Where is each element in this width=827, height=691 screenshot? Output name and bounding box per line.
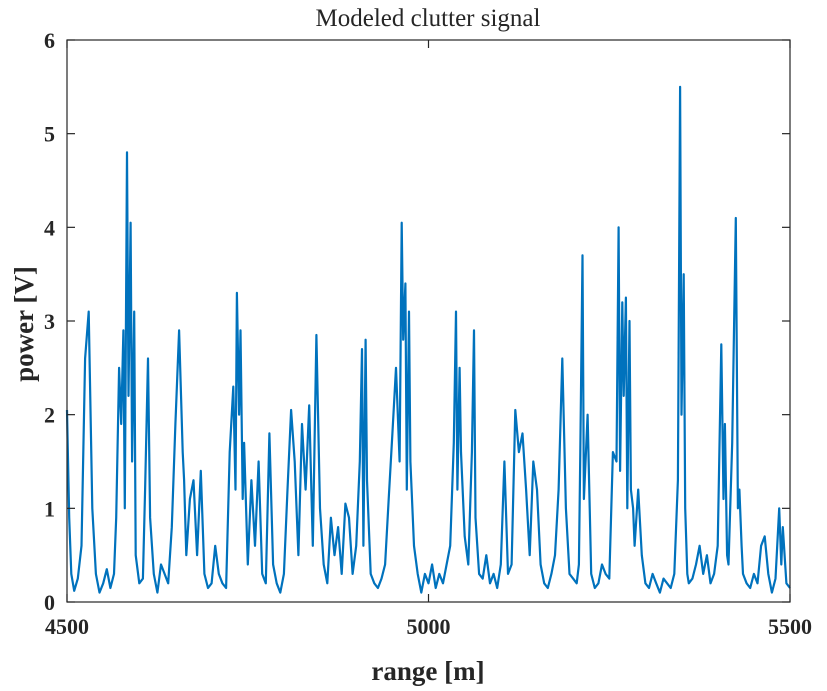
y-tick-label: 5 <box>44 122 55 147</box>
y-tick-label: 6 <box>44 28 55 53</box>
y-tick-label: 4 <box>44 215 55 240</box>
y-axis-label: power [V] <box>9 266 39 382</box>
y-tick-label: 2 <box>44 403 55 428</box>
y-tick-label: 1 <box>44 496 55 521</box>
x-tick-label: 5000 <box>407 614 451 639</box>
y-tick-label: 3 <box>44 309 55 334</box>
x-tick-label: 4500 <box>45 614 89 639</box>
y-tick-label: 0 <box>44 590 55 615</box>
x-axis-label: range [m] <box>371 656 484 686</box>
series-line-0 <box>65 85 791 594</box>
chart-title: Modeled clutter signal <box>316 5 541 32</box>
plot-area: 0 1 2 3 4 5 6 4500 5000 5500 <box>44 28 812 639</box>
x-tick-label: 5500 <box>768 614 812 639</box>
